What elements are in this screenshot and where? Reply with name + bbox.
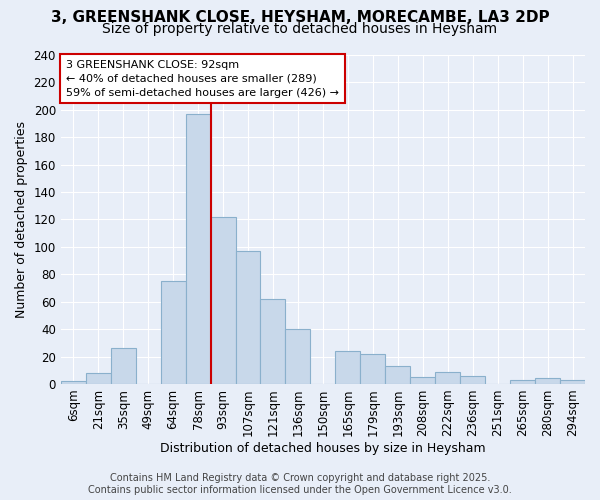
Bar: [460, 376, 485, 384]
Text: 3 GREENSHANK CLOSE: 92sqm
← 40% of detached houses are smaller (289)
59% of semi: 3 GREENSHANK CLOSE: 92sqm ← 40% of detac…: [66, 60, 339, 98]
Bar: [260, 299, 286, 384]
X-axis label: Distribution of detached houses by size in Heysham: Distribution of detached houses by size …: [160, 442, 486, 455]
Text: Contains HM Land Registry data © Crown copyright and database right 2025.
Contai: Contains HM Land Registry data © Crown c…: [88, 474, 512, 495]
Bar: [535, 378, 560, 384]
Text: Size of property relative to detached houses in Heysham: Size of property relative to detached ho…: [103, 22, 497, 36]
Y-axis label: Number of detached properties: Number of detached properties: [15, 121, 28, 318]
Bar: [435, 372, 460, 384]
Text: 3, GREENSHANK CLOSE, HEYSHAM, MORECAMBE, LA3 2DP: 3, GREENSHANK CLOSE, HEYSHAM, MORECAMBE,…: [50, 10, 550, 25]
Bar: [86, 373, 111, 384]
Bar: [335, 351, 361, 384]
Bar: [510, 380, 535, 384]
Bar: [185, 114, 211, 384]
Bar: [161, 281, 185, 384]
Bar: [111, 348, 136, 384]
Bar: [361, 354, 385, 384]
Bar: [236, 251, 260, 384]
Bar: [385, 366, 410, 384]
Bar: [410, 377, 435, 384]
Bar: [61, 381, 86, 384]
Bar: [211, 216, 236, 384]
Bar: [286, 329, 310, 384]
Bar: [560, 380, 585, 384]
